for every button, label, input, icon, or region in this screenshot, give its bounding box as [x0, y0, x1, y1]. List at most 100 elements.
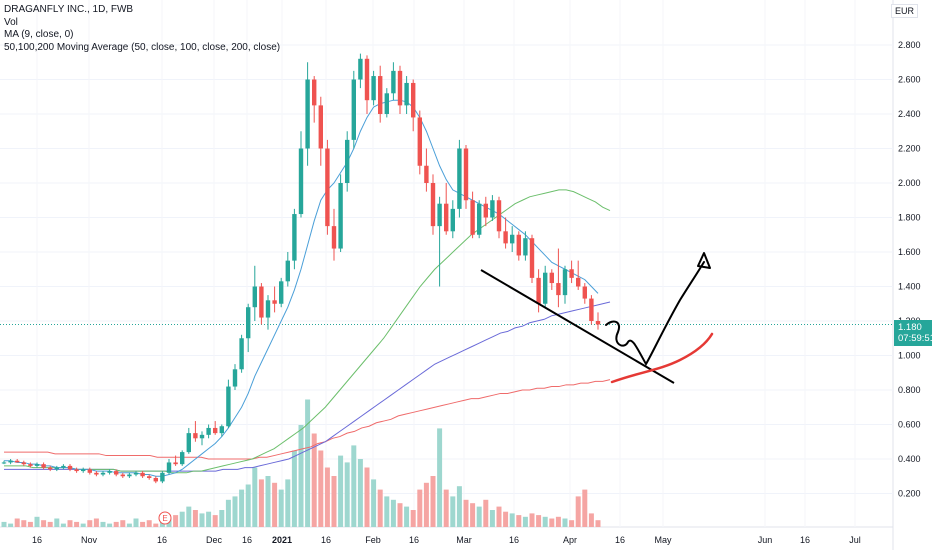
- volume-bar: [272, 482, 278, 527]
- y-tick-label: 1.400: [898, 282, 921, 292]
- volume-bar: [60, 523, 66, 527]
- volume-bar: [212, 515, 218, 527]
- chart-legend: DRAGANFLY INC., 1D, FWB Vol MA (9, close…: [4, 4, 280, 54]
- volume-bar: [542, 516, 548, 527]
- candle-body: [457, 148, 462, 209]
- volume-bar: [225, 499, 231, 527]
- candle-body: [444, 203, 449, 232]
- arrowhead-drawing: [697, 252, 711, 269]
- projection-arrow-drawing: [605, 261, 705, 366]
- x-tick-label: Dec: [206, 535, 223, 545]
- volume-bar: [575, 496, 581, 527]
- candle-body: [28, 464, 33, 466]
- candle-body: [100, 472, 106, 475]
- x-tick-label: Jun: [758, 535, 773, 545]
- candle-body: [378, 76, 383, 114]
- candle-body: [516, 234, 521, 256]
- candle-body: [417, 117, 422, 166]
- volume-bar: [146, 520, 152, 527]
- ma200-line: [4, 379, 611, 460]
- x-tick-label: Nov: [81, 535, 98, 545]
- candle-body: [463, 148, 469, 201]
- volume-bar: [8, 523, 14, 527]
- candle-body: [279, 281, 284, 304]
- candle-body: [120, 474, 125, 477]
- legend-ma-multi[interactable]: 50,100,200 Moving Average (50, close, 10…: [4, 41, 281, 53]
- volume-bar: [318, 450, 324, 527]
- candle-body: [503, 231, 508, 244]
- candle-body: [529, 238, 535, 278]
- volume-bar: [67, 520, 73, 527]
- volume-bar: [404, 506, 410, 527]
- candle-body: [259, 286, 264, 318]
- x-tick-label: 2021: [272, 535, 292, 545]
- candle-body: [450, 208, 455, 232]
- volume-bar: [489, 510, 495, 527]
- candle-body: [87, 469, 92, 473]
- volume-bar: [562, 518, 568, 527]
- candle-body: [107, 471, 112, 473]
- volume-bar: [133, 518, 139, 527]
- volume-bar: [549, 518, 555, 527]
- candle-body: [470, 200, 475, 235]
- volume-bar: [140, 521, 146, 527]
- legend-vol[interactable]: Vol: [4, 16, 18, 28]
- volume-bar: [417, 489, 423, 527]
- candle-body: [81, 469, 86, 472]
- volume-bar: [291, 450, 297, 527]
- candle-body: [213, 427, 218, 434]
- y-tick-label: 1.600: [898, 247, 921, 257]
- candle-body: [536, 277, 541, 304]
- candle-body: [351, 79, 356, 140]
- y-tick-label: 0.400: [898, 454, 921, 464]
- volume-bar: [496, 506, 502, 527]
- candle-body: [160, 472, 165, 482]
- volume-bar: [93, 518, 99, 527]
- candle-body: [15, 460, 20, 463]
- volume-bar: [483, 499, 489, 527]
- candle-body: [331, 226, 337, 249]
- candle-body: [67, 465, 73, 470]
- candle-body: [173, 462, 178, 465]
- volume-bar: [298, 425, 304, 527]
- volume-bar: [338, 455, 344, 527]
- volume-bar: [463, 499, 469, 527]
- volume-bar: [265, 476, 271, 527]
- candle-body: [371, 76, 376, 101]
- volume-bar: [14, 518, 20, 527]
- candle-body: [186, 433, 191, 453]
- volume-bar: [245, 484, 251, 527]
- y-tick-label: 2.400: [898, 109, 921, 119]
- candle-body: [232, 369, 238, 387]
- candle-body: [34, 464, 40, 466]
- volume-bar: [377, 489, 383, 527]
- x-tick-label: May: [654, 535, 672, 545]
- volume-bar: [186, 506, 192, 527]
- volume-bar: [595, 520, 601, 527]
- volume-bar: [588, 513, 594, 527]
- volume-bar: [107, 523, 113, 527]
- legend-ma9[interactable]: MA (9, close, 0): [4, 29, 74, 40]
- candle-body: [252, 286, 257, 308]
- candle-body: [298, 148, 304, 215]
- volume-bar: [179, 511, 185, 527]
- x-tick-label: Feb: [365, 535, 381, 545]
- x-tick-label: 16: [409, 535, 419, 545]
- volume-bar: [324, 467, 330, 527]
- x-tick-label: 16: [509, 535, 519, 545]
- volume-bar: [21, 520, 27, 527]
- candle-body: [127, 474, 132, 477]
- volume-bar: [430, 476, 436, 527]
- candle-body: [239, 338, 244, 370]
- volume-bar: [278, 489, 284, 527]
- candle-body: [437, 203, 442, 227]
- currency-label[interactable]: EUR: [890, 4, 918, 18]
- candle-body: [556, 283, 561, 296]
- volume-bar: [87, 520, 93, 527]
- legend-symbol[interactable]: DRAGANFLY INC., 1D, FWB: [4, 4, 134, 15]
- volume-bar: [351, 445, 357, 527]
- x-tick-label: 16: [242, 535, 252, 545]
- candle-body: [569, 269, 574, 278]
- candle-body: [193, 433, 198, 439]
